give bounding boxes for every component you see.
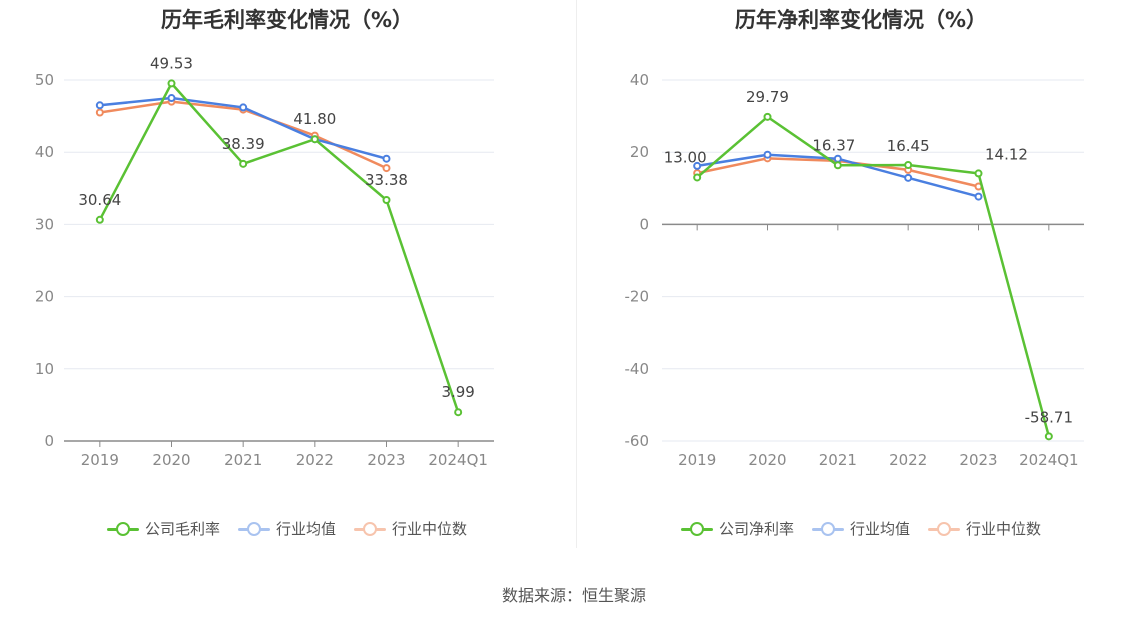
- legend: 公司净利率 行业均值 行业中位数: [574, 518, 1148, 539]
- legend-marker-icon: [106, 521, 139, 536]
- x-tick-label: 2022: [296, 451, 334, 469]
- x-tick-label: 2021: [224, 451, 262, 469]
- y-tick-label: 30: [35, 215, 54, 233]
- data-label: 14.12: [985, 145, 1028, 163]
- legend-item-industry-median[interactable]: 行业中位数: [354, 518, 467, 539]
- net-margin-chart: 历年净利率变化情况（%） -60 -40 -20 0 20 40 2019 2020 2021 2…: [574, 0, 1148, 560]
- x-tick-label: 2021: [819, 451, 857, 469]
- y-tick-label: 0: [639, 215, 649, 233]
- data-label: 33.38: [365, 171, 408, 189]
- y-tick-label: 40: [630, 71, 649, 89]
- legend-item-industry-median[interactable]: 行业中位数: [928, 518, 1041, 539]
- legend-item-industry-mean[interactable]: 行业均值: [237, 518, 336, 539]
- data-label: 16.37: [812, 136, 855, 154]
- data-label: 49.53: [150, 54, 193, 72]
- data-point[interactable]: [974, 169, 983, 178]
- y-tick-label: -60: [625, 432, 650, 450]
- data-point[interactable]: [95, 101, 104, 110]
- data-point[interactable]: [310, 135, 319, 144]
- data-point[interactable]: [95, 215, 104, 224]
- data-point[interactable]: [763, 150, 772, 159]
- y-tick-label: 50: [35, 71, 54, 89]
- chart-title: 历年净利率变化情况（%）: [734, 8, 988, 32]
- panel-divider: [576, 0, 577, 548]
- legend: 公司毛利率 行业均值 行业中位数: [0, 518, 574, 539]
- data-point[interactable]: [904, 161, 913, 170]
- data-point[interactable]: [763, 112, 772, 121]
- legend-marker-icon: [928, 521, 960, 536]
- data-label: 16.45: [887, 137, 930, 155]
- data-point[interactable]: [833, 161, 842, 170]
- legend-label: 公司净利率: [718, 520, 794, 538]
- legend-label: 行业均值: [275, 520, 336, 538]
- legend-marker-icon: [811, 521, 844, 536]
- x-tick-label: 2023: [367, 451, 405, 469]
- x-tick-label: 2020: [152, 451, 190, 469]
- data-point[interactable]: [382, 195, 391, 204]
- gross-margin-chart: 历年毛利率变化情况（%） 0 10 20 30 40 50 2019 2020 2021 2022…: [0, 0, 574, 560]
- data-label: 29.79: [746, 88, 789, 106]
- legend-item-company[interactable]: 公司净利率: [680, 518, 794, 539]
- data-source-note: 数据来源：恒生聚源: [501, 586, 646, 605]
- x-tick-label: 2024Q1: [428, 451, 488, 469]
- net-margin-plot: -60 -40 -20 0 20 40 2019 2020 2021 2022 2023 2024Q1…: [625, 71, 1084, 469]
- y-tick-label: -40: [625, 360, 650, 378]
- legend-item-industry-mean[interactable]: 行业均值: [811, 518, 910, 539]
- y-tick-label: 40: [35, 143, 54, 161]
- legend-marker-icon: [354, 521, 386, 536]
- legend-marker-icon: [237, 521, 270, 536]
- legend-item-company[interactable]: 公司毛利率: [106, 518, 220, 539]
- data-point[interactable]: [974, 192, 983, 201]
- data-label: 38.39: [222, 135, 265, 153]
- x-tick-label: 2020: [748, 451, 786, 469]
- x-tick-label: 2019: [678, 451, 716, 469]
- data-point[interactable]: [904, 173, 913, 182]
- data-point[interactable]: [239, 159, 248, 168]
- data-point[interactable]: [239, 103, 248, 112]
- data-label: 13.00: [664, 148, 707, 166]
- legend-label: 行业均值: [849, 520, 910, 538]
- data-label: 30.64: [78, 191, 121, 209]
- data-point[interactable]: [1044, 432, 1053, 441]
- legend-label: 行业中位数: [966, 520, 1042, 538]
- data-label: 41.80: [293, 110, 336, 128]
- series-line: [98, 82, 460, 413]
- x-tick-label: 2024Q1: [1019, 451, 1079, 469]
- y-tick-label: 20: [35, 288, 54, 306]
- legend-marker-icon: [680, 521, 713, 536]
- y-tick-label: 0: [44, 432, 54, 450]
- data-point[interactable]: [95, 108, 104, 117]
- x-tick-label: 2019: [81, 451, 119, 469]
- y-tick-label: 20: [630, 143, 649, 161]
- data-point[interactable]: [693, 173, 702, 182]
- data-label: 3.99: [441, 383, 474, 401]
- data-point[interactable]: [167, 94, 176, 103]
- y-tick-label: 10: [35, 360, 54, 378]
- data-point[interactable]: [833, 154, 842, 163]
- legend-label: 公司毛利率: [144, 520, 220, 538]
- data-label: -58.71: [1025, 408, 1073, 426]
- data-point[interactable]: [382, 164, 391, 173]
- x-tick-label: 2022: [889, 451, 927, 469]
- x-tick-label: 2023: [959, 451, 997, 469]
- legend-label: 行业中位数: [392, 520, 468, 538]
- gross-margin-plot: 0 10 20 30 40 50 2019 2020 2021 2022 2023 2024Q1 30.…: [35, 54, 494, 469]
- data-point[interactable]: [382, 154, 391, 163]
- data-point[interactable]: [693, 161, 702, 170]
- y-tick-label: -20: [625, 288, 650, 306]
- chart-title: 历年毛利率变化情况（%）: [160, 8, 414, 32]
- series-line: [696, 115, 1051, 437]
- data-point[interactable]: [167, 79, 176, 88]
- data-point[interactable]: [454, 408, 463, 417]
